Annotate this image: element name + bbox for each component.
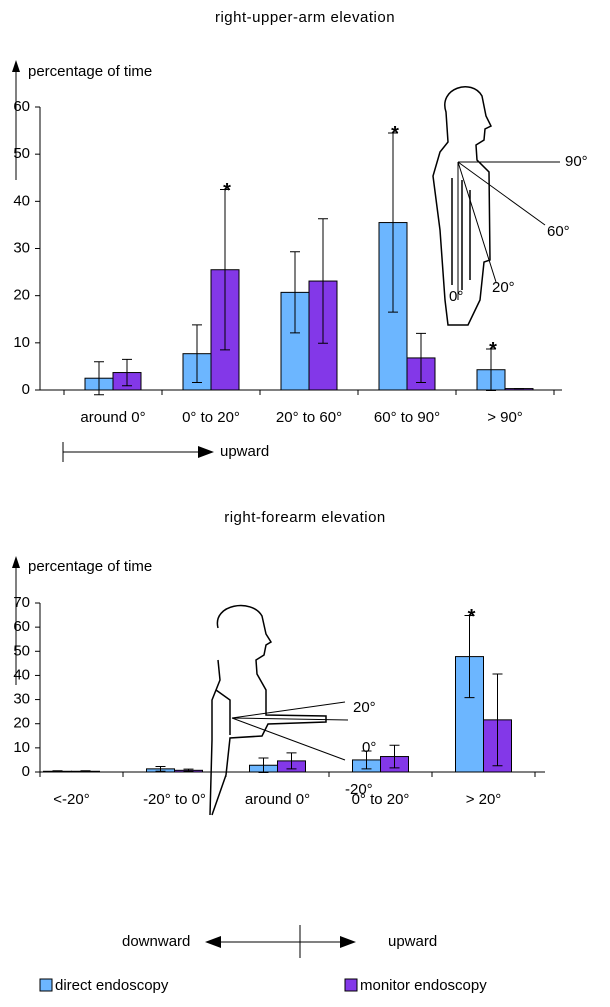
x-tick-label: 60° to 90°: [374, 409, 440, 426]
legend-label: direct endoscopy: [55, 977, 169, 994]
error-bar: [290, 251, 300, 334]
x-tick-label: <-20°: [53, 791, 89, 808]
error-bar: [388, 132, 398, 313]
y-tick-label: 50: [13, 642, 30, 659]
y-axis-label-arrow: [12, 556, 20, 568]
y-tick-label: 50: [13, 145, 30, 162]
error-bar: [122, 358, 132, 387]
y-tick-label: 0: [22, 763, 30, 780]
significance-mark: *: [391, 123, 399, 145]
error-bar: [155, 765, 166, 772]
error-bar: [258, 757, 269, 773]
x-tick-label: 0° to 20°: [352, 791, 410, 808]
y-axis-label: percentage of time: [28, 558, 152, 575]
x-tick-label: 0° to 20°: [182, 409, 240, 426]
y-tick-label: 60: [13, 98, 30, 115]
significance-mark: *: [468, 606, 476, 628]
angle-label: -20°: [345, 781, 373, 798]
y-tick-label: 10: [13, 739, 30, 756]
direction-arrowhead: [205, 936, 356, 948]
x-tick-label: > 90°: [487, 409, 523, 426]
direction-arrow: [62, 442, 200, 462]
person-sketch: [432, 86, 560, 326]
error-bar: [183, 768, 194, 773]
y-tick-label: 30: [13, 239, 30, 256]
error-bar: [486, 348, 496, 391]
chart-title: right-upper-arm elevation: [215, 9, 395, 26]
error-bar: [416, 332, 426, 383]
y-tick-label: 60: [13, 618, 30, 635]
x-tick-label: around 0°: [80, 409, 145, 426]
error-bar: [318, 218, 328, 344]
legend-label: monitor endoscopy: [360, 977, 487, 994]
angle-label: 0°: [449, 288, 463, 305]
legend-swatch: [344, 978, 358, 992]
direction-label: downward: [122, 933, 190, 950]
error-bar: [80, 770, 91, 773]
error-bar: [389, 744, 400, 769]
angle-label: 90°: [565, 153, 588, 170]
significance-mark: *: [223, 180, 231, 202]
y-tick-label: 70: [13, 594, 30, 611]
error-bar: [220, 189, 230, 351]
error-bar: [52, 770, 63, 773]
direction-label: upward: [388, 933, 437, 950]
x-tick-label: 20° to 60°: [276, 409, 342, 426]
direction-arrow: [220, 925, 340, 958]
error-bar: [192, 324, 202, 383]
error-bar: [94, 361, 104, 396]
error-bar: [286, 752, 297, 770]
error-bar: [361, 750, 372, 770]
y-tick-label: 30: [13, 691, 30, 708]
person-sketch: [209, 604, 349, 816]
y-axis-label-arrow: [12, 60, 20, 72]
y-tick-label: 40: [13, 666, 30, 683]
legend-swatch: [39, 978, 53, 992]
y-axis-label: percentage of time: [28, 63, 152, 80]
significance-mark: *: [489, 339, 497, 361]
y-tick-label: 20: [13, 287, 30, 304]
direction-label: upward: [220, 443, 269, 460]
error-bar: [464, 615, 475, 699]
y-tick-label: 40: [13, 192, 30, 209]
y-tick-label: 0: [22, 381, 30, 398]
angle-label: 20°: [492, 279, 515, 296]
angle-label: 0°: [362, 739, 376, 756]
chart-title: right-forearm elevation: [224, 509, 386, 526]
angle-label: 20°: [353, 699, 376, 716]
angle-label: 60°: [547, 223, 570, 240]
error-bar: [492, 673, 503, 767]
x-tick-label: -20° to 0°: [143, 791, 206, 808]
direction-arrowhead: [198, 446, 214, 458]
x-tick-label: around 0°: [245, 791, 310, 808]
y-tick-label: 20: [13, 715, 30, 732]
y-tick-label: 10: [13, 334, 30, 351]
x-tick-label: > 20°: [466, 791, 502, 808]
